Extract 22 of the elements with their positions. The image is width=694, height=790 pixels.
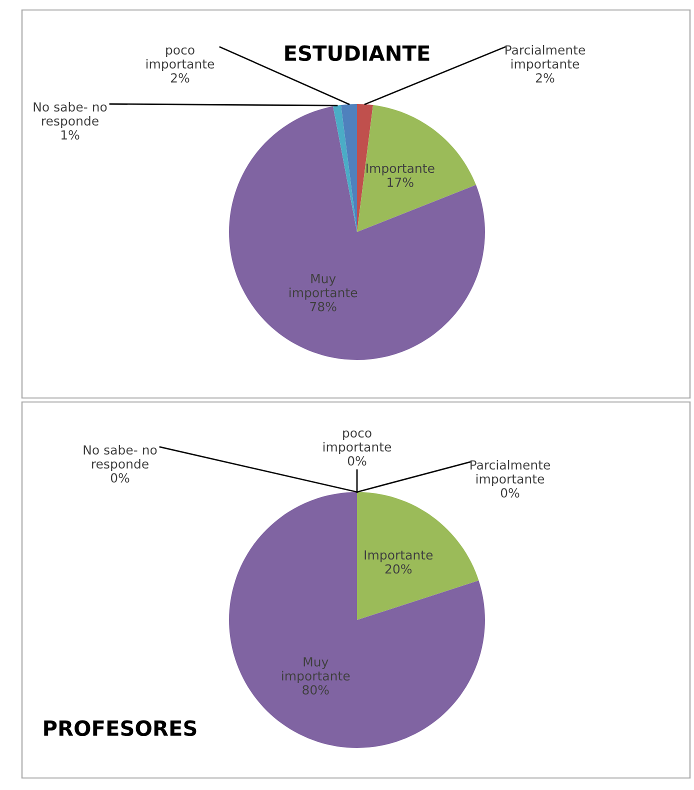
slice-label: No sabe- no responde (34, 102, 107, 128)
slice-label: Muy importante (282, 657, 350, 684)
text: 0% (348, 456, 366, 466)
data-label: 78% (310, 302, 336, 312)
category-label: poco importante (323, 430, 392, 454)
text: 0% (110, 473, 130, 483)
data-label: 80% (302, 685, 329, 695)
data-label: 1% (61, 130, 80, 140)
data-label: 2% (171, 73, 190, 83)
data-label: 2% (536, 73, 554, 83)
slice-label: Importante (366, 164, 434, 176)
slice-label: poco importante (146, 47, 214, 72)
category-label: No sabe- no responde (84, 444, 157, 472)
slice-label: Muy importante (290, 274, 358, 300)
slice-label: Importante (364, 550, 433, 562)
chart-title: ESTUDIANTE (285, 45, 430, 62)
data-label: 17% (388, 178, 414, 187)
category-label: Parcialmente importante (470, 460, 550, 486)
text: PROFESORES (44, 720, 196, 736)
data-label: 20% (385, 564, 412, 574)
text: 0% (500, 488, 520, 498)
slice-label: Parcialmente importante (506, 44, 586, 72)
